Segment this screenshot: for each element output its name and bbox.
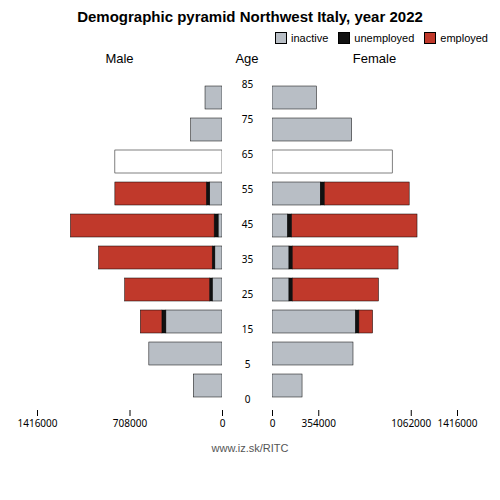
html-text:inactive: inactive (291, 32, 329, 44)
html-text:Age: Age (235, 51, 259, 66)
svg-text:0: 0 (220, 416, 226, 430)
svg-text:25: 25 (242, 287, 254, 301)
html-text:employed: employed (440, 32, 488, 44)
html-text:Male: Male (105, 51, 134, 66)
svg-text:1062000: 1062000 (391, 416, 431, 430)
html-text:Female: Female (352, 51, 397, 66)
svg-text:0: 0 (245, 392, 251, 406)
svg-text:45: 45 (242, 217, 254, 231)
html-text:unemployed: unemployed (354, 32, 415, 44)
svg-text:85: 85 (242, 77, 254, 91)
svg-text:65: 65 (242, 147, 254, 161)
svg-text:15: 15 (242, 322, 254, 336)
svg-text:35: 35 (242, 252, 254, 266)
svg-text:1416000: 1416000 (17, 416, 57, 430)
html-text:Demographic pyramid Northwest: Demographic pyramid Northwest Italy, yea… (77, 8, 423, 25)
svg-text:1416000: 1416000 (437, 416, 477, 430)
html-text:www.iz.sk/RITC: www.iz.sk/RITC (211, 442, 289, 454)
svg-text:354000: 354000 (302, 416, 337, 430)
svg-text:0: 0 (270, 416, 276, 430)
svg-text:708000: 708000 (113, 416, 148, 430)
svg-text:75: 75 (242, 112, 254, 126)
svg-text:5: 5 (245, 357, 251, 371)
svg-text:55: 55 (242, 182, 254, 196)
